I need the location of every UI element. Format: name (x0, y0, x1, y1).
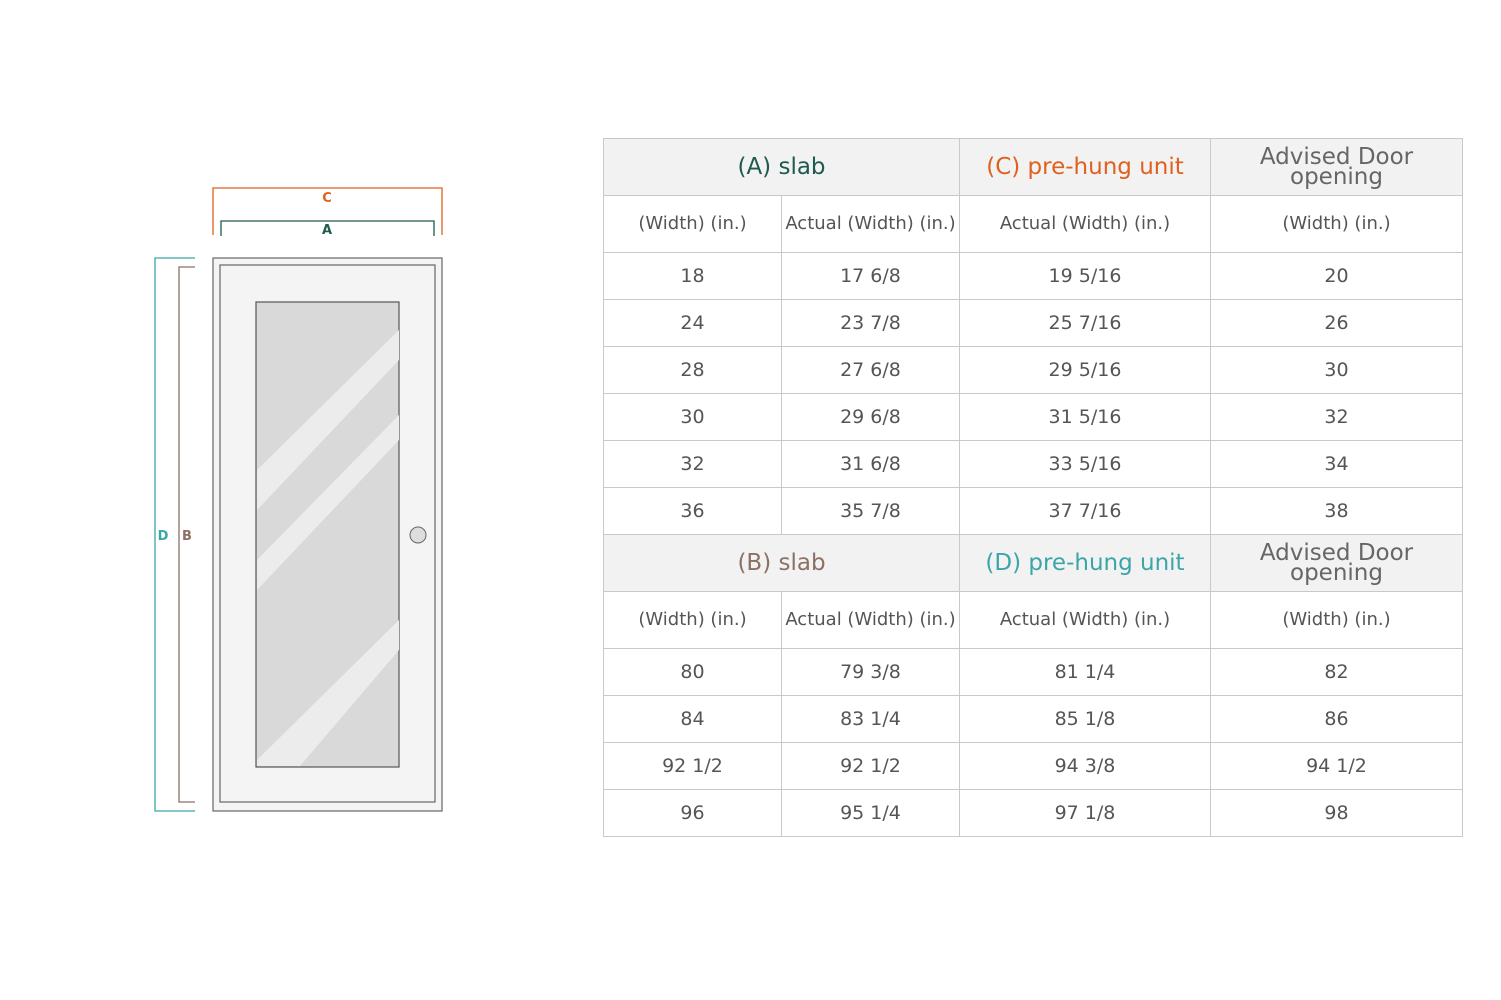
header-c-prehung: (C) pre-hung unit (959, 138, 1211, 196)
table-row: 30 29 6/8 31 5/16 32 (603, 393, 1463, 441)
table-cell: 35 7/8 (781, 487, 960, 535)
table-cell: 79 3/8 (781, 648, 960, 696)
table-cell: 81 1/4 (959, 648, 1211, 696)
label-b: B (182, 529, 192, 544)
door-knob (409, 526, 427, 544)
table-cell: 28 (603, 346, 782, 394)
table-row: 84 83 1/4 85 1/8 86 (603, 695, 1463, 743)
table-row: 24 23 7/8 25 7/16 26 (603, 299, 1463, 347)
table-row: 96 95 1/4 97 1/8 98 (603, 789, 1463, 837)
table-row: 80 79 3/8 81 1/4 82 (603, 648, 1463, 696)
table-cell: 31 6/8 (781, 440, 960, 488)
table-cell: 27 6/8 (781, 346, 960, 394)
subheader: Actual (Width) (in.) (781, 195, 960, 253)
header-advised-opening: Advised Door opening (1210, 138, 1463, 196)
table-cell: 92 1/2 (603, 742, 782, 790)
table-cell: 83 1/4 (781, 695, 960, 743)
dimension-a-line (220, 220, 435, 236)
table-cell: 31 5/16 (959, 393, 1211, 441)
table-cell: 17 6/8 (781, 252, 960, 300)
table-cell: 94 3/8 (959, 742, 1211, 790)
dimension-c-line (212, 187, 443, 235)
table-cell: 19 5/16 (959, 252, 1211, 300)
table-cell: 26 (1210, 299, 1463, 347)
subheader: (Width) (in.) (1210, 591, 1463, 649)
table-cell: 86 (1210, 695, 1463, 743)
header-b-slab: (B) slab (603, 534, 960, 592)
subheader: Actual (Width) (in.) (781, 591, 960, 649)
subheader: Actual (Width) (in.) (959, 195, 1211, 253)
subheader: (Width) (in.) (603, 195, 782, 253)
header-d-prehung: (D) pre-hung unit (959, 534, 1211, 592)
table-cell: 96 (603, 789, 782, 837)
table-cell: 32 (603, 440, 782, 488)
subheader: (Width) (in.) (603, 591, 782, 649)
dimension-b-line (178, 266, 195, 803)
table-cell: 29 5/16 (959, 346, 1211, 394)
table-cell: 29 6/8 (781, 393, 960, 441)
table-row: 36 35 7/8 37 7/16 38 (603, 487, 1463, 535)
table-cell: 80 (603, 648, 782, 696)
table-cell: 32 (1210, 393, 1463, 441)
subheader: Actual (Width) (in.) (959, 591, 1211, 649)
table-cell: 30 (603, 393, 782, 441)
table-row: 32 31 6/8 33 5/16 34 (603, 440, 1463, 488)
table-cell: 95 1/4 (781, 789, 960, 837)
header-advised-opening: Advised Door opening (1210, 534, 1463, 592)
header-a-slab: (A) slab (603, 138, 960, 196)
table-cell: 33 5/16 (959, 440, 1211, 488)
table1-subheader-row: (Width) (in.) Actual (Width) (in.) Actua… (603, 195, 1463, 253)
subheader: (Width) (in.) (1210, 195, 1463, 253)
table-cell: 84 (603, 695, 782, 743)
table-cell: 94 1/2 (1210, 742, 1463, 790)
table-cell: 85 1/8 (959, 695, 1211, 743)
table-row: 92 1/2 92 1/2 94 3/8 94 1/2 (603, 742, 1463, 790)
table-cell: 36 (603, 487, 782, 535)
table-cell: 23 7/8 (781, 299, 960, 347)
door-size-table: (A) slab (C) pre-hung unit Advised Door … (603, 138, 1463, 837)
table2-subheader-row: (Width) (in.) Actual (Width) (in.) Actua… (603, 591, 1463, 649)
table-cell: 30 (1210, 346, 1463, 394)
table-cell: 34 (1210, 440, 1463, 488)
table-row: 18 17 6/8 19 5/16 20 (603, 252, 1463, 300)
table2-header-row: (B) slab (D) pre-hung unit Advised Door … (603, 534, 1463, 592)
table-cell: 82 (1210, 648, 1463, 696)
table-cell: 98 (1210, 789, 1463, 837)
table-cell: 18 (603, 252, 782, 300)
table-cell: 20 (1210, 252, 1463, 300)
label-d: D (158, 529, 169, 544)
table-cell: 92 1/2 (781, 742, 960, 790)
door-diagram: C A D B (154, 187, 443, 812)
table-cell: 97 1/8 (959, 789, 1211, 837)
dimension-d-line (154, 257, 195, 812)
table-cell: 25 7/16 (959, 299, 1211, 347)
table-cell: 38 (1210, 487, 1463, 535)
label-a: A (322, 223, 332, 238)
label-c: C (322, 191, 332, 206)
table-row: 28 27 6/8 29 5/16 30 (603, 346, 1463, 394)
table-cell: 24 (603, 299, 782, 347)
table-cell: 37 7/16 (959, 487, 1211, 535)
table1-header-row: (A) slab (C) pre-hung unit Advised Door … (603, 138, 1463, 196)
